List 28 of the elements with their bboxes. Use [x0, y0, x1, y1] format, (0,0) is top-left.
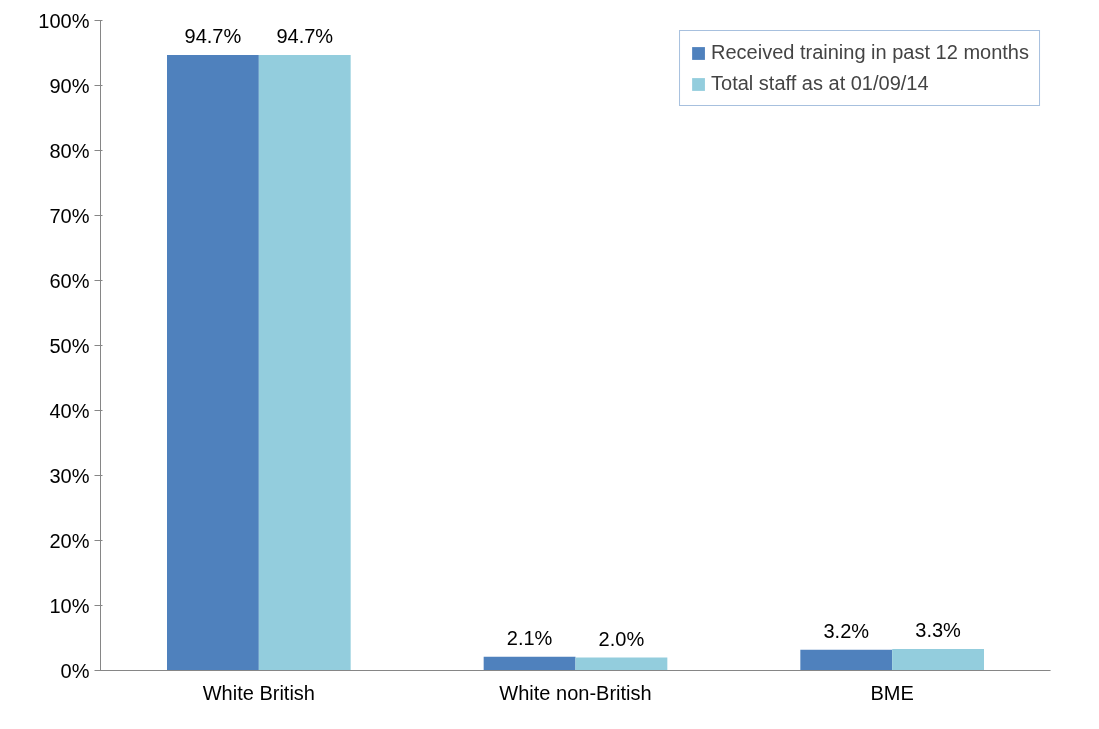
x-tick-label: BME	[870, 681, 914, 704]
y-tick-label: 30%	[49, 464, 90, 487]
legend-label: Received training in past 12 months	[711, 41, 1029, 64]
y-tick-label: 70%	[49, 204, 90, 227]
y-tick-label: 10%	[49, 594, 90, 617]
y-tick-label: 80%	[49, 139, 90, 162]
data-label: 3.2%	[823, 619, 870, 642]
y-tick-label: 0%	[60, 659, 90, 682]
data-label: 3.3%	[915, 619, 962, 642]
bar	[575, 657, 668, 671]
y-tick-label: 100%	[38, 9, 90, 32]
data-label: 94.7%	[184, 24, 242, 47]
bar	[892, 649, 984, 671]
y-tick-label: 20%	[49, 529, 90, 552]
x-tick-label: White British	[202, 681, 315, 704]
bar	[167, 54, 259, 671]
data-label: 2.1%	[506, 626, 553, 649]
bar	[483, 656, 576, 671]
y-tick-label: 50%	[49, 334, 90, 357]
data-label: 94.7%	[276, 24, 334, 47]
y-tick-label: 40%	[49, 399, 90, 422]
bar	[258, 54, 351, 671]
y-tick-label: 90%	[49, 74, 90, 97]
bar	[800, 649, 893, 671]
data-label: 2.0%	[598, 627, 645, 650]
x-tick-label: White non-British	[499, 681, 652, 704]
legend-label: Total staff as at 01/09/14	[711, 72, 929, 95]
y-tick-label: 60%	[49, 269, 90, 292]
